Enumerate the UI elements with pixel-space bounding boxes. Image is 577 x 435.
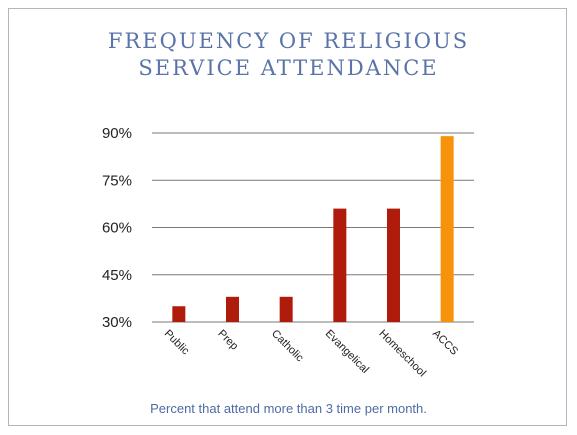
chart-caption: Percent that attend more than 3 time per… [150,401,427,416]
x-tick-label-0: Public [162,328,192,358]
x-tick-label-2: Catholic [269,328,306,365]
x-tick-label-5: ACCS [430,328,460,358]
y-tick-label-3: 75% [102,172,132,189]
y-tick-label-2: 60% [102,220,132,237]
bar-prep [226,296,239,322]
y-tick-label-0: 30% [102,314,132,331]
bar-accs [440,136,454,322]
chart-frame [8,8,567,426]
chart-title: FREQUENCY OF RELIGIOUS SERVICE ATTENDANC… [0,28,577,82]
chart-title-line-2: SERVICE ATTENDANCE [138,56,439,80]
bar-public [172,306,186,322]
bar-evangelical [333,208,347,322]
chart-title-line-1: FREQUENCY OF RELIGIOUS [107,29,470,53]
x-tick-label-1: Prep [215,328,240,353]
x-tick-label-3: Evangelical [323,328,371,376]
bar-homeschool [387,208,400,322]
y-tick-label-1: 45% [102,267,132,284]
bar-catholic [279,296,293,322]
x-tick-label-4: Homeschool [376,328,428,380]
y-tick-label-4: 90% [102,125,132,142]
